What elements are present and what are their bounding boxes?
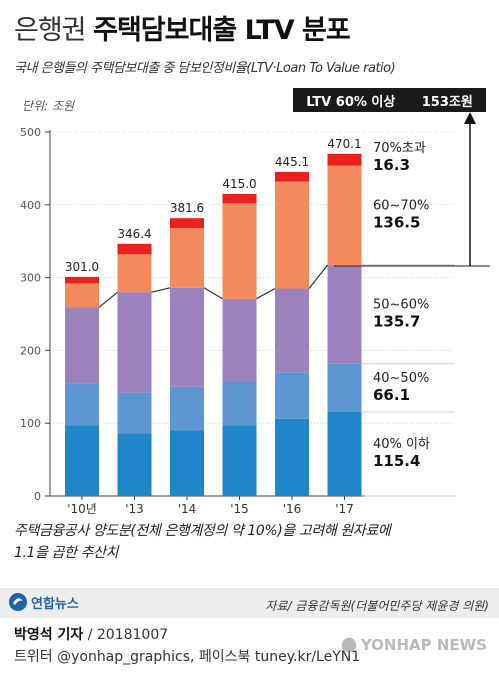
bar-segment [222, 380, 257, 426]
bar-segment [65, 307, 99, 384]
bar-segment [117, 292, 152, 393]
bar-segment [117, 392, 152, 434]
bar-segment [65, 425, 99, 496]
bar-segment [117, 243, 152, 255]
bar-segment [327, 165, 362, 266]
bar-segment [222, 425, 257, 496]
legend-range: 70%초과 [373, 141, 426, 156]
bar-segment [170, 228, 204, 288]
x-tick-label: '10년 [67, 502, 97, 516]
y-tick-label: 500 [20, 126, 41, 139]
total-label: 346.4 [117, 227, 151, 241]
bar-segment [117, 254, 152, 293]
total-label: 381.6 [170, 201, 204, 215]
legend-value: 136.5 [373, 213, 420, 231]
bar-segment [170, 386, 204, 431]
total-label: 470.1 [327, 137, 361, 151]
bar-segment [275, 171, 309, 182]
bar-segment [275, 288, 309, 373]
byline-social: 트위터 @yonhap_graphics, 페이스북 tuney.kr/LeYN… [14, 649, 361, 665]
legend-value: 66.1 [373, 386, 410, 404]
x-tick-label: '16 [283, 502, 302, 516]
bar-segment [65, 283, 99, 308]
watermark-text: YONHAP NEWS [360, 636, 487, 654]
y-tick-label: 300 [20, 272, 41, 285]
legend-value: 16.3 [373, 156, 410, 174]
x-tick-label: '13 [125, 502, 144, 516]
legend-value: 115.4 [373, 452, 420, 470]
byline: 박영석 기자 / 20181007 트위터 @yonhap_graphics, … [14, 624, 360, 668]
chart-title: 은행권 주택담보대출 LTV 분포 [14, 8, 351, 47]
legend-range: 40% 이하 [373, 437, 430, 452]
bar-segment [327, 411, 362, 496]
y-tick-label: 100 [20, 417, 41, 430]
source-credit: 자료/ 금융감독원(더불어민주당 제윤경 의원) [265, 599, 489, 613]
bar-segment [327, 153, 362, 166]
footer-band [0, 588, 499, 618]
title-bold: 주택담보대출 LTV 분포 [93, 15, 351, 46]
bar-segment [222, 203, 257, 299]
stacked-bar-chart: 0 100 200 300 400 500 301.0 346.4 381.6 415.0 445… [20, 112, 490, 516]
callout-label: LTV 60% 이상 [306, 94, 396, 110]
bar-segment [275, 372, 309, 419]
x-tick-label: '14 [178, 502, 197, 516]
legend-range: 60~70% [373, 198, 429, 213]
x-tick-label: '17 [335, 502, 354, 516]
bar-segment [170, 287, 204, 387]
ltv-callout-box: LTV 60% 이상 153조원 [293, 88, 486, 112]
footnote-text: 주택금융공사 양도분(전체 은행계정의 약 10%)을 고려해 원자료에 1.1… [14, 523, 391, 561]
callout-value: 153조원 [421, 94, 473, 110]
yonhap-news-watermark: YONHAP NEWS [341, 636, 487, 654]
total-label: 415.0 [222, 177, 256, 191]
bar-segment [275, 181, 309, 289]
legend-range: 50~60% [373, 297, 429, 312]
bar-segment [117, 433, 152, 496]
footnote: 주택금융공사 양도분(전체 은행계정의 약 10%)을 고려해 원자료에 1.1… [14, 520, 489, 564]
bar-segment [170, 430, 204, 496]
yonhap-logo: 연합뉴스 [8, 592, 79, 612]
bar-segment [222, 193, 257, 204]
logo-text: 연합뉴스 [31, 596, 79, 612]
bar-segment [222, 298, 257, 381]
bar-segment [327, 363, 362, 412]
title-light: 은행권 [14, 15, 87, 46]
legend-value: 135.7 [373, 312, 420, 330]
bar-segment [65, 383, 99, 426]
y-tick-label: 400 [20, 199, 41, 212]
total-label: 301.0 [65, 260, 99, 274]
bar-segment [327, 265, 362, 364]
total-label: 445.1 [275, 155, 309, 169]
y-tick-label: 0 [34, 490, 41, 503]
bar-segment [65, 276, 99, 284]
yonhap-logo-icon [9, 593, 27, 611]
byline-author: 박영석 기자 [14, 627, 84, 643]
bar-segment [275, 418, 309, 496]
x-tick-label: '15 [230, 502, 249, 516]
watermark-logo-icon [341, 637, 357, 653]
bar-segment [170, 218, 204, 229]
chart-subtitle: 국내 은행들의 주택담보대출 중 담보인정비율(LTV·Loan To Valu… [14, 61, 396, 76]
unit-label: 단위: 조원 [22, 99, 75, 113]
legend-range: 40~50% [373, 371, 429, 386]
byline-date: / 20181007 [83, 627, 169, 643]
y-tick-label: 200 [20, 344, 41, 357]
